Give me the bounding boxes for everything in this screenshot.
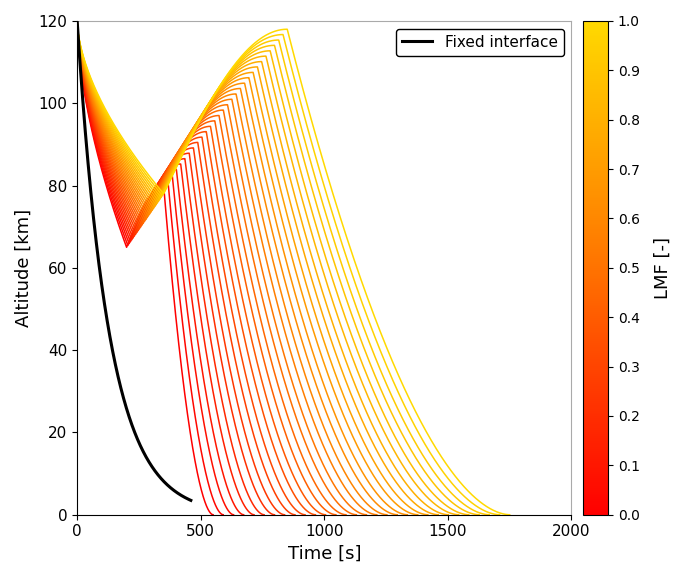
Line: Fixed interface: Fixed interface <box>77 21 191 501</box>
Y-axis label: LMF [-]: LMF [-] <box>653 237 672 299</box>
X-axis label: Time [s]: Time [s] <box>288 545 361 563</box>
Fixed interface <box>128 423 137 430</box>
Fixed interface <box>184 495 192 502</box>
Fixed interface <box>125 414 134 421</box>
Fixed interface <box>186 497 195 504</box>
Fixed interface <box>163 481 171 488</box>
Fixed interface <box>184 495 192 502</box>
Legend: Fixed interface: Fixed interface <box>396 29 564 56</box>
Fixed interface <box>79 99 87 106</box>
Fixed interface <box>73 17 81 24</box>
Y-axis label: Altitude [km]: Altitude [km] <box>15 209 33 327</box>
